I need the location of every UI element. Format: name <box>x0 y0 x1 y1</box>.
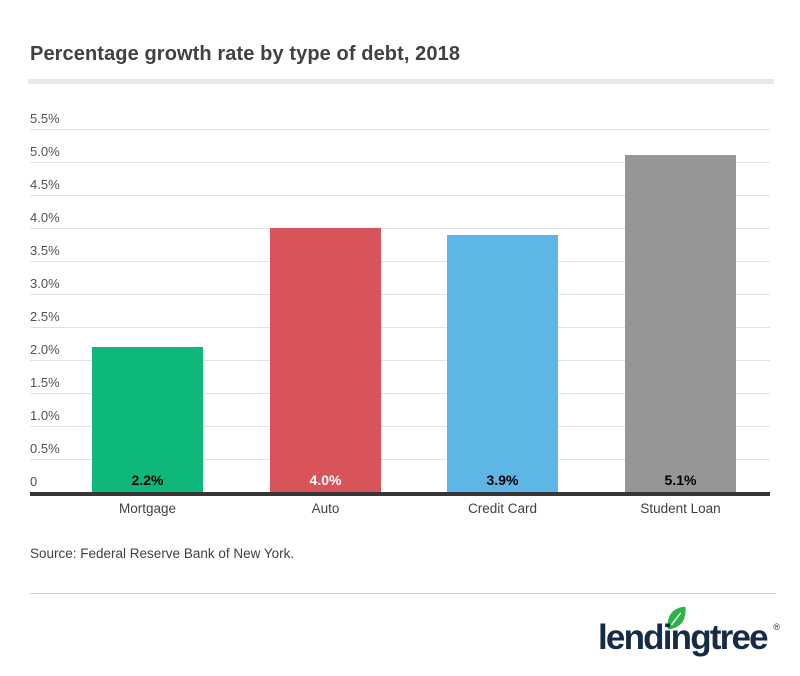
gridline <box>30 426 770 427</box>
gridline <box>30 294 770 295</box>
bar <box>270 228 381 492</box>
title-divider <box>28 79 774 84</box>
gridline <box>30 393 770 394</box>
logo-wordmark: lendingtree <box>598 618 769 657</box>
registered-trademark-symbol: ® <box>773 622 780 632</box>
y-axis-tick-label: 3.5% <box>30 243 60 258</box>
bar-value-label: 2.2% <box>131 472 164 488</box>
gridline <box>30 129 770 130</box>
y-axis-tick-label: 2.5% <box>30 309 60 324</box>
y-axis-tick-label: 0.5% <box>30 441 60 456</box>
gridline <box>30 459 770 460</box>
lendingtree-logo: lendingtree ® <box>598 602 780 672</box>
bar-value-label: 5.1% <box>664 472 697 488</box>
footer-divider <box>30 593 776 594</box>
x-axis-category-label: Mortgage <box>118 501 177 516</box>
bar <box>447 235 558 492</box>
x-axis-category-label: Auto <box>311 501 340 516</box>
y-axis-tick-label: 3.0% <box>30 276 60 291</box>
gridline <box>30 228 770 229</box>
gridline <box>30 162 770 163</box>
source-note: Source: Federal Reserve Bank of New York… <box>30 546 295 561</box>
y-axis-tick-label: 4.0% <box>30 210 60 225</box>
chart-title: Percentage growth rate by type of debt, … <box>30 43 461 65</box>
bar-value-label: 3.9% <box>486 472 519 488</box>
bar <box>625 155 736 492</box>
y-axis-tick-label: 1.0% <box>30 408 60 423</box>
y-axis-tick-label: 0 <box>30 474 38 489</box>
gridline <box>30 261 770 262</box>
x-axis-category-label: Credit Card <box>467 501 538 516</box>
leaf-icon <box>667 606 686 630</box>
gridline <box>30 327 770 328</box>
gridline <box>30 360 770 361</box>
y-axis-tick-label: 5.0% <box>30 144 60 159</box>
y-axis-tick-label: 5.5% <box>30 111 60 126</box>
x-axis-line <box>30 492 770 496</box>
y-axis-tick-label: 4.5% <box>30 177 60 192</box>
y-axis-tick-label: 1.5% <box>30 375 60 390</box>
y-axis-tick-label: 2.0% <box>30 342 60 357</box>
x-axis-category-label: Student Loan <box>640 501 721 516</box>
gridline <box>30 195 770 196</box>
bar <box>92 347 203 492</box>
bar-value-label: 4.0% <box>309 472 342 488</box>
